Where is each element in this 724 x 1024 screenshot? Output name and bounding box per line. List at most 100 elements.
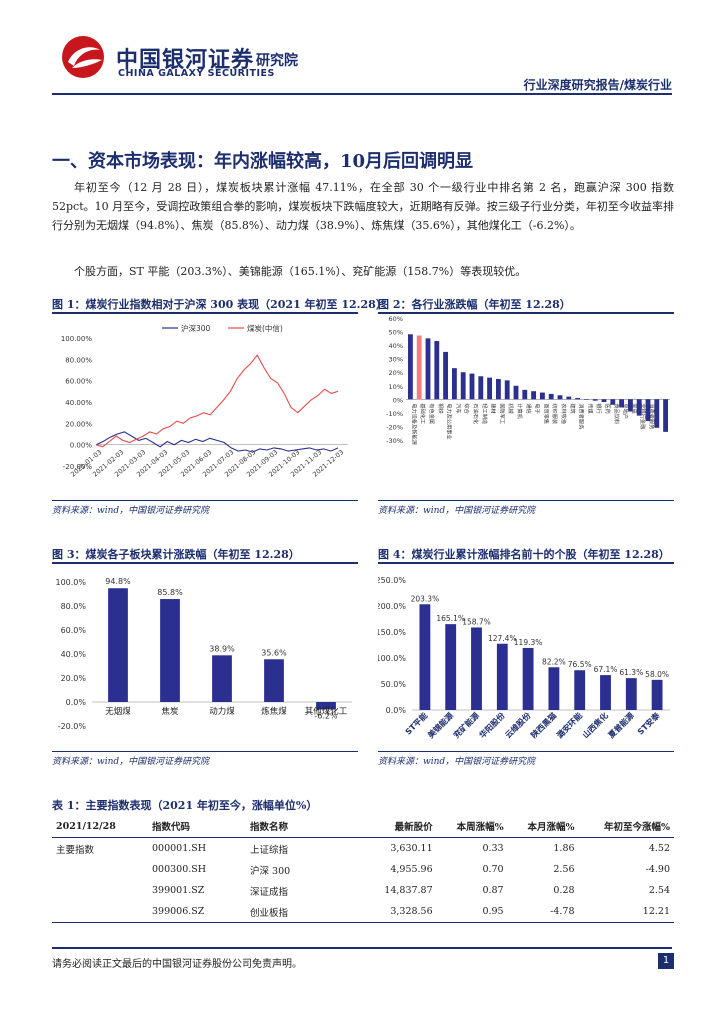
x-tick-label: 消费者服务 — [578, 403, 586, 429]
cell-month: 1.86 — [553, 843, 575, 854]
y-tick-label: -20.0% — [58, 722, 87, 731]
x-tick-label: 夏普能源 — [605, 710, 635, 740]
th-name: 指数名称 — [246, 815, 364, 838]
y-tick-label: 0.0% — [386, 706, 407, 715]
x-tick-label: 电子 — [534, 403, 542, 413]
section-title: 一、资本市场表现：年内涨幅较高，10月后回调明显 — [52, 151, 474, 172]
x-tick-label: 纺织服装 — [551, 403, 559, 424]
x-tick-label: 石油石化 — [472, 403, 480, 424]
bar — [504, 380, 510, 400]
y-tick-label: 100.0% — [378, 654, 406, 663]
fig2-bar-chart: 60% 50% 40% 30% 20% 10% 0% -10% -20% -30% 电力设备及新能源… — [386, 315, 670, 446]
y-tick-label: 0.0% — [66, 698, 87, 707]
table-header-row: 2021/12/28 指数代码 指数名称 最新股价 本周涨幅% 本月涨幅% 年初… — [52, 815, 674, 838]
bar — [600, 675, 611, 710]
cell-week: 0.95 — [436, 901, 508, 923]
fig2-rule — [378, 312, 674, 314]
bar — [443, 351, 449, 400]
cell-name: 创业板指 — [246, 901, 364, 923]
table-row: 000300.SH 沪深 300 4,955.96 0.70 2.56 -4.9… — [52, 859, 674, 880]
series-line — [95, 431, 339, 453]
cell-price: 4,955.96 — [390, 864, 433, 875]
fig4-title: 图 4：煤炭行业累计涨幅排名前十的个股（年初至 12.28） — [378, 548, 670, 561]
bar — [592, 399, 598, 401]
y-tick-label: 50% — [389, 329, 403, 337]
bar — [522, 647, 534, 710]
paragraph-1: 年初至今（12 月 28 日），煤炭板块累计涨幅 47.11%，在全部 30 个… — [52, 181, 674, 232]
y-tick-label: 50.0% — [381, 680, 407, 689]
y-tick-label: 20.0% — [61, 674, 87, 683]
bar — [654, 399, 660, 428]
th-code: 指数代码 — [148, 815, 246, 838]
bar — [610, 399, 616, 405]
footer-rule — [52, 947, 672, 949]
fig1-title: 图 1：煤炭行业指数相对于沪深 300 表现（2021 年初至 12.28） — [52, 298, 387, 311]
bar — [416, 335, 422, 400]
bar — [407, 334, 413, 400]
data-label: 127.4% — [488, 634, 517, 643]
bar — [434, 341, 440, 400]
y-tick-label: 0.00% — [70, 442, 93, 450]
y-tick-label: 250.0% — [378, 576, 406, 585]
x-tick-label: 电力设备及新能源 — [410, 403, 418, 445]
bar — [513, 385, 519, 400]
data-label: 58.0% — [645, 670, 669, 679]
index-table: 2021/12/28 指数代码 指数名称 最新股价 本周涨幅% 本月涨幅% 年初… — [52, 815, 674, 923]
x-tick-label: 云维股份 — [503, 710, 533, 740]
x-tick-label: 国防军工 — [498, 403, 506, 424]
cell-empty — [52, 901, 148, 923]
y-tick-label: -30% — [386, 437, 403, 445]
x-tick-label: 商贸零售 — [542, 403, 550, 424]
bar — [264, 659, 284, 702]
bar — [469, 373, 475, 400]
th-week: 本周涨幅% — [436, 815, 508, 838]
x-tick-label: 山西焦化 — [580, 710, 610, 740]
bar — [160, 599, 180, 702]
x-tick-label: 机械 — [507, 403, 515, 413]
x-tick-label: 非银行金融 — [639, 403, 647, 429]
x-tick-label: 电力及公用事业 — [446, 403, 454, 439]
bar — [496, 643, 508, 710]
bar — [445, 624, 457, 710]
cell-price: 3,328.56 — [364, 901, 437, 923]
bar — [548, 393, 554, 400]
data-label: 94.8% — [105, 577, 131, 586]
bar — [108, 588, 128, 702]
cell-price: 14,837.87 — [384, 885, 433, 896]
th-date: 2021/12/28 — [52, 815, 148, 838]
bar — [548, 667, 560, 710]
x-tick-label: 消费者服务 — [648, 403, 656, 429]
y-tick-label: 60.00% — [65, 378, 92, 386]
data-label: 165.1% — [436, 614, 465, 623]
cell-name: 上证综指 — [250, 844, 289, 856]
cell-code: 000300.SH — [152, 864, 207, 875]
bar — [636, 399, 642, 416]
bar — [425, 338, 431, 400]
cell-price: 3,630.11 — [390, 843, 433, 854]
cell-week: 0.70 — [482, 864, 504, 875]
y-tick-label: 0% — [393, 396, 403, 404]
x-tick-label: 其他煤化工 — [305, 706, 348, 717]
bar — [575, 397, 581, 400]
y-tick-label: 10% — [389, 383, 403, 391]
fig3-source: 资料来源：wind，中国银河证券研究院 — [52, 757, 210, 767]
data-label: 203.3% — [411, 594, 440, 603]
x-tick-label: 美锦能源 — [425, 710, 455, 740]
y-tick-label: 200.0% — [378, 602, 406, 611]
paragraph-2: 个股方面，ST 平能（203.3%）、美锦能源（165.1%）、兖矿能源（158… — [74, 265, 527, 278]
bar — [583, 399, 589, 400]
y-tick-label: 100.0% — [55, 578, 86, 587]
x-tick-label: 家电 — [630, 403, 638, 413]
y-tick-label: 30% — [389, 356, 403, 364]
fig3-rule — [52, 562, 358, 564]
fig2-source-rule — [378, 500, 674, 501]
group-label: 主要指数 — [56, 844, 95, 856]
y-tick-label: 60% — [389, 315, 403, 323]
table-row: 399006.SZ 创业板指 3,328.56 0.95 -4.78 12.21 — [52, 901, 674, 923]
bar — [478, 376, 484, 400]
series-line — [95, 354, 339, 448]
x-tick-label: 汽车 — [454, 403, 462, 413]
bar — [627, 399, 633, 412]
brand-dept: 研究院 — [256, 53, 298, 69]
th-price: 最新股价 — [364, 815, 437, 838]
